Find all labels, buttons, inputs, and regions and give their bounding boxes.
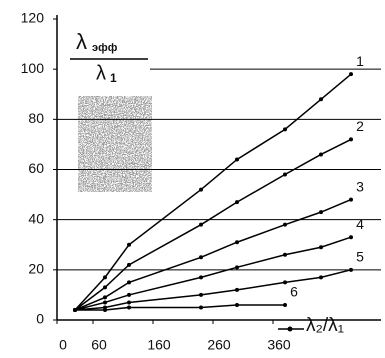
point: [199, 293, 203, 297]
annotation: λ₂/λ₁: [306, 315, 344, 336]
point: [235, 288, 239, 292]
point: [283, 253, 287, 257]
point: [127, 243, 131, 247]
y-tick-label: 120: [21, 10, 45, 26]
point: [283, 173, 287, 177]
point: [199, 305, 203, 309]
point: [283, 303, 287, 307]
y-tick-label: 20: [28, 261, 44, 277]
point: [319, 275, 323, 279]
y-tick-label: 60: [28, 160, 44, 176]
ratio-num-sub: эфф: [92, 42, 118, 54]
point: [283, 127, 287, 131]
point: [103, 275, 107, 279]
point: [127, 280, 131, 284]
y-tick-label: 100: [21, 60, 45, 76]
point: [283, 223, 287, 227]
point: [235, 157, 239, 161]
x-tick-label: 60: [91, 337, 107, 353]
series-label: 1: [356, 53, 364, 69]
point: [235, 200, 239, 204]
series-label: 4: [356, 216, 364, 232]
y-tick-label: 40: [28, 210, 44, 226]
point: [127, 305, 131, 309]
ratio-den: λ: [96, 62, 106, 84]
ratio-num: λ: [76, 29, 87, 54]
point: [349, 137, 353, 141]
chart: λ эфф λ 1 λ₂/λ₁ 0 20 40 60 80 100 120 0 60 160 260…: [0, 0, 385, 358]
point: [199, 188, 203, 192]
point: [127, 293, 131, 297]
series-label: 5: [356, 249, 364, 265]
series-line: [75, 237, 351, 310]
point: [103, 308, 107, 312]
series-label: 3: [356, 178, 364, 194]
point: [199, 223, 203, 227]
point: [127, 300, 131, 304]
point: [349, 198, 353, 202]
annotation-marker: [288, 327, 293, 332]
y-tick-label: 80: [28, 110, 44, 126]
point: [103, 295, 107, 299]
point: [283, 280, 287, 284]
point: [349, 268, 353, 272]
inset-image: [78, 96, 152, 192]
x-tick-label: 360: [267, 337, 291, 353]
point: [349, 72, 353, 76]
point: [319, 210, 323, 214]
point: [319, 152, 323, 156]
point: [319, 245, 323, 249]
y-tick-label: 0: [36, 311, 44, 327]
point: [235, 303, 239, 307]
x-tick-label: 160: [147, 337, 171, 353]
series-label: 2: [356, 118, 364, 134]
point: [127, 263, 131, 267]
series-label: 6: [290, 284, 298, 300]
point: [235, 240, 239, 244]
ratio-label: λ эфф λ 1: [70, 29, 148, 85]
x-tick-label: 0: [59, 337, 67, 353]
point: [103, 300, 107, 304]
point: [319, 97, 323, 101]
point: [199, 275, 203, 279]
point: [235, 265, 239, 269]
point: [103, 285, 107, 289]
point: [349, 235, 353, 239]
x-tick-label: 260: [207, 337, 231, 353]
ratio-den-sub: 1: [110, 71, 117, 85]
point: [73, 308, 77, 312]
point: [199, 255, 203, 259]
